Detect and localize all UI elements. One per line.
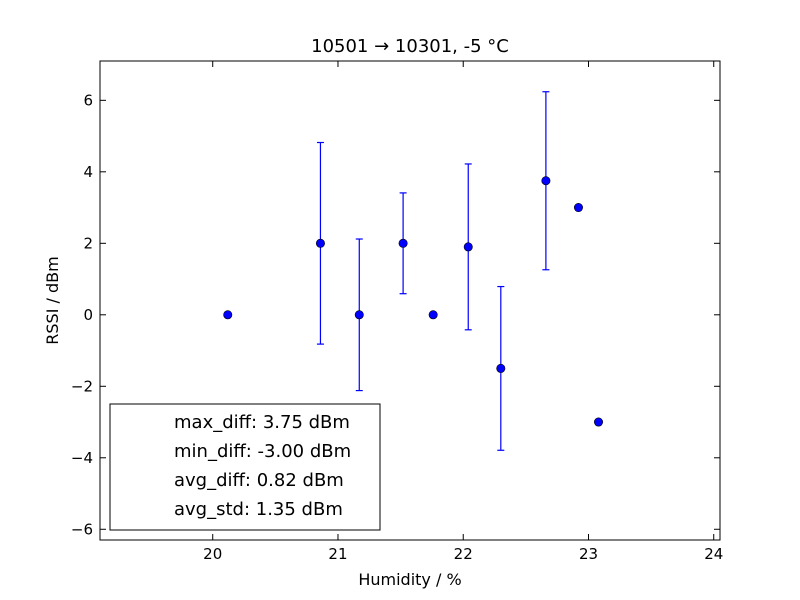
y-axis-label: RSSI / dBm: [43, 256, 62, 344]
x-axis-label: Humidity / %: [358, 570, 461, 589]
legend: max_diff: 3.75 dBm min_diff: -3.00 dBm avg…: [109, 403, 381, 531]
y-tick-label: −6: [71, 520, 93, 538]
plot-area: [223, 91, 604, 451]
y-tick-label: 2: [83, 234, 93, 252]
legend-entry: min_diff: -3.00 dBm: [174, 441, 351, 462]
y-tick-label: 6: [83, 91, 93, 109]
legend-entry: avg_std: 1.35 dBm: [174, 499, 343, 520]
data-point: [463, 242, 473, 252]
legend-entry: max_diff: 3.75 dBm: [174, 412, 350, 433]
y-tick-label: −4: [71, 449, 93, 467]
y-tick-label: 0: [83, 306, 93, 324]
data-point: [223, 310, 233, 320]
x-tick-label: 23: [579, 545, 598, 563]
legend-box: [109, 403, 381, 531]
data-point: [354, 310, 364, 320]
y-tick-label: −2: [71, 377, 93, 395]
data-point: [428, 310, 438, 320]
data-point: [573, 203, 583, 213]
data-point: [398, 238, 408, 248]
chart-title: 10501 → 10301, -5 °C: [311, 36, 509, 57]
x-tick-label: 24: [704, 545, 723, 563]
data-point: [496, 363, 506, 373]
x-tick-label: 20: [203, 545, 222, 563]
x-tick-label: 21: [328, 545, 347, 563]
y-tick-label: 4: [83, 163, 93, 181]
axes-frame: [99, 60, 721, 541]
data-point: [541, 176, 551, 186]
data-point: [594, 417, 604, 427]
x-tick-label: 22: [454, 545, 473, 563]
legend-entry: avg_diff: 0.82 dBm: [174, 470, 344, 491]
data-point: [315, 238, 325, 248]
